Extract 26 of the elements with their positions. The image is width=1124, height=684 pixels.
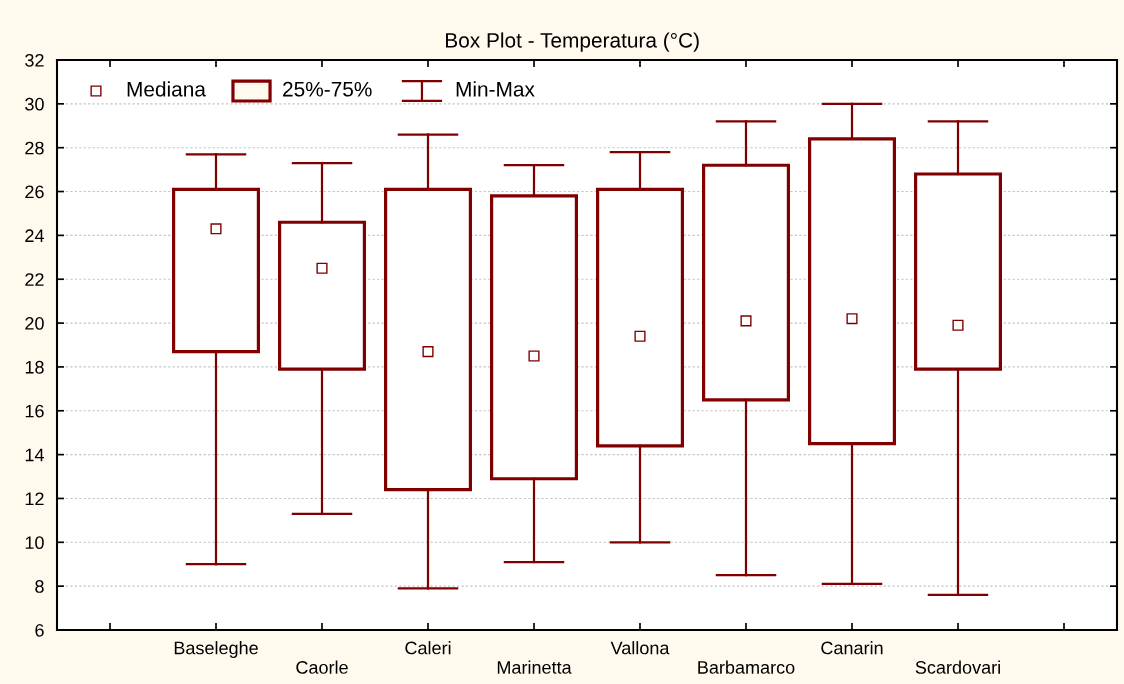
y-tick-label: 32 [25,53,44,67]
x-tick-label: Caorle [296,660,348,674]
x-tick-label: Scardovari [915,660,1000,674]
y-tick-label: 18 [25,360,44,374]
y-tick-label: 12 [25,492,44,505]
y-tick-label: 8 [35,580,44,593]
x-tick-label: Caleri [405,641,451,655]
x-tick-label: Barbamarco [698,660,795,674]
y-tick-label: 24 [25,229,44,242]
annotation: 25%-75% [283,81,372,97]
y-tick-label: 14 [25,448,44,462]
y-tick-label: 16 [25,404,44,418]
y-tick-label: 22 [25,273,44,286]
x-tick-label: Canarin [821,641,883,655]
y-tick-label: 30 [25,97,44,111]
y-tick-label: 26 [25,185,44,199]
x-tick-label: Baseleghe [174,641,258,658]
x-tick-label: Marinetta [497,660,572,674]
annotation: Mediana [127,81,206,97]
y-tick-label: 10 [25,536,44,550]
y-tick-label: 28 [25,141,44,155]
y-tick-label: 6 [35,623,44,637]
chart-title: Box Plot - Temperatura (°C) [446,32,699,52]
y-tick-label: 20 [25,317,44,330]
x-tick-label: Vallona [610,641,670,655]
annotation: Min-Max [456,81,535,97]
